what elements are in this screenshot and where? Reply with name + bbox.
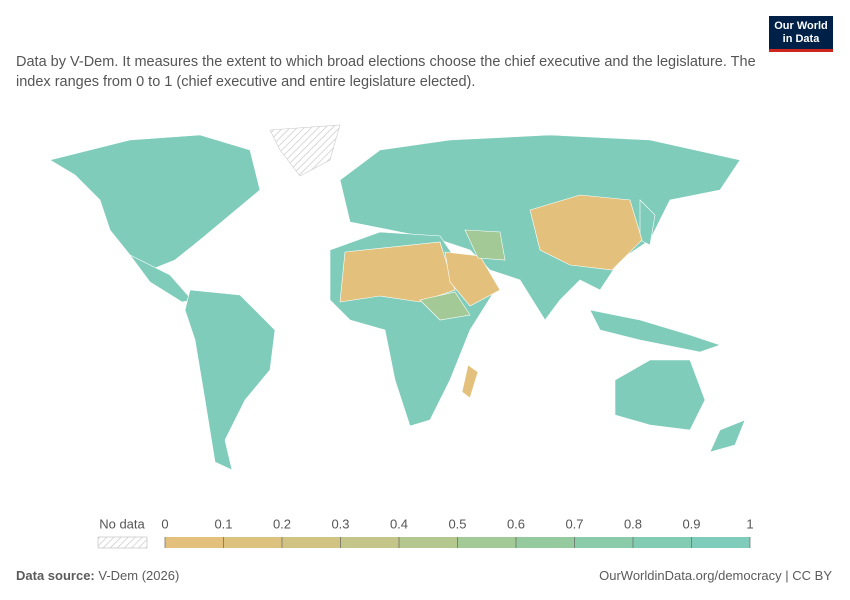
logo-line: Our World xyxy=(774,20,828,32)
source-text[interactable]: V-Dem (2026) xyxy=(98,568,180,583)
legend-tick-label: 0.6 xyxy=(507,516,525,531)
legend-bin xyxy=(165,537,224,548)
no-data-swatch xyxy=(97,536,148,549)
legend-bin xyxy=(574,537,633,548)
subtitle: Data by V-Dem. It measures the extent to… xyxy=(16,54,756,90)
legend-tick-label: 0.2 xyxy=(273,516,291,531)
legend-bin xyxy=(399,537,458,548)
land-mid xyxy=(419,229,506,321)
logo-line: in Data xyxy=(782,33,820,45)
legend-tick-label: 0.4 xyxy=(390,516,408,531)
legend-tick-label: 0.7 xyxy=(565,516,583,531)
legend-bin xyxy=(457,537,516,548)
legend-bin xyxy=(282,537,341,548)
url[interactable]: OurWorldinData.org/democracy | CC BY xyxy=(599,568,832,583)
legend-tick-label: 0.8 xyxy=(624,516,642,531)
legend-tick-label: 0.9 xyxy=(682,516,700,531)
legend-tick-label: 0.5 xyxy=(448,516,466,531)
legend-bin xyxy=(633,537,692,548)
legend-tick-label: 0.1 xyxy=(214,516,232,531)
legend-bin xyxy=(340,537,399,548)
legend-tick-label: 0 xyxy=(161,516,168,531)
logo[interactable]: Our World in Data xyxy=(769,16,833,52)
land-yellow xyxy=(339,194,643,399)
legend-tick-label: 1 xyxy=(746,516,753,531)
land-teal xyxy=(49,134,746,471)
source-label: Data source: xyxy=(16,568,95,583)
legend-bin xyxy=(516,537,575,548)
no-data-label: No data xyxy=(99,516,145,531)
legend-tick-label: 0.3 xyxy=(331,516,349,531)
no-data-region xyxy=(269,124,341,177)
source: Data source: V-Dem (2026) xyxy=(16,568,179,583)
legend-bin xyxy=(691,537,750,548)
legend-bin xyxy=(223,537,282,548)
